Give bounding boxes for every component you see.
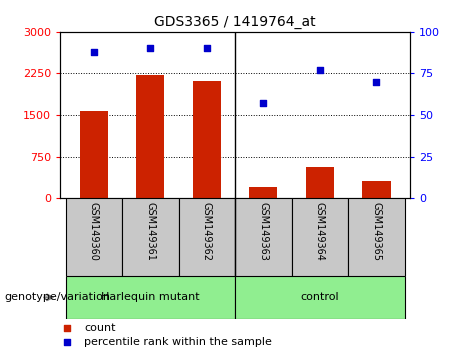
Text: GSM149365: GSM149365 bbox=[372, 202, 381, 261]
Point bbox=[90, 49, 98, 55]
Point bbox=[316, 67, 324, 73]
Bar bbox=[235, 276, 405, 319]
Text: GSM149363: GSM149363 bbox=[258, 202, 268, 261]
Point bbox=[260, 101, 267, 106]
Text: control: control bbox=[301, 292, 339, 302]
Bar bbox=[178, 198, 235, 276]
Bar bbox=[136, 75, 165, 198]
Text: GSM149362: GSM149362 bbox=[202, 202, 212, 261]
Bar bbox=[235, 198, 292, 276]
Bar bbox=[80, 110, 108, 198]
Bar bbox=[249, 187, 278, 198]
Point bbox=[203, 46, 211, 51]
Text: percentile rank within the sample: percentile rank within the sample bbox=[84, 337, 272, 347]
Bar bbox=[65, 276, 235, 319]
Bar bbox=[348, 198, 405, 276]
Title: GDS3365 / 1419764_at: GDS3365 / 1419764_at bbox=[154, 16, 316, 29]
Text: genotype/variation: genotype/variation bbox=[5, 292, 111, 302]
Text: Harlequin mutant: Harlequin mutant bbox=[101, 292, 200, 302]
Bar bbox=[122, 198, 178, 276]
Text: GSM149364: GSM149364 bbox=[315, 202, 325, 261]
Text: GSM149360: GSM149360 bbox=[89, 202, 99, 261]
Point bbox=[147, 46, 154, 51]
Bar bbox=[362, 181, 390, 198]
Bar bbox=[292, 198, 348, 276]
Text: count: count bbox=[84, 322, 116, 332]
Bar bbox=[65, 198, 122, 276]
Text: GSM149361: GSM149361 bbox=[145, 202, 155, 261]
Point bbox=[63, 339, 71, 344]
Point bbox=[63, 325, 71, 330]
Bar bbox=[193, 81, 221, 198]
Bar bbox=[306, 167, 334, 198]
Point bbox=[372, 79, 380, 85]
